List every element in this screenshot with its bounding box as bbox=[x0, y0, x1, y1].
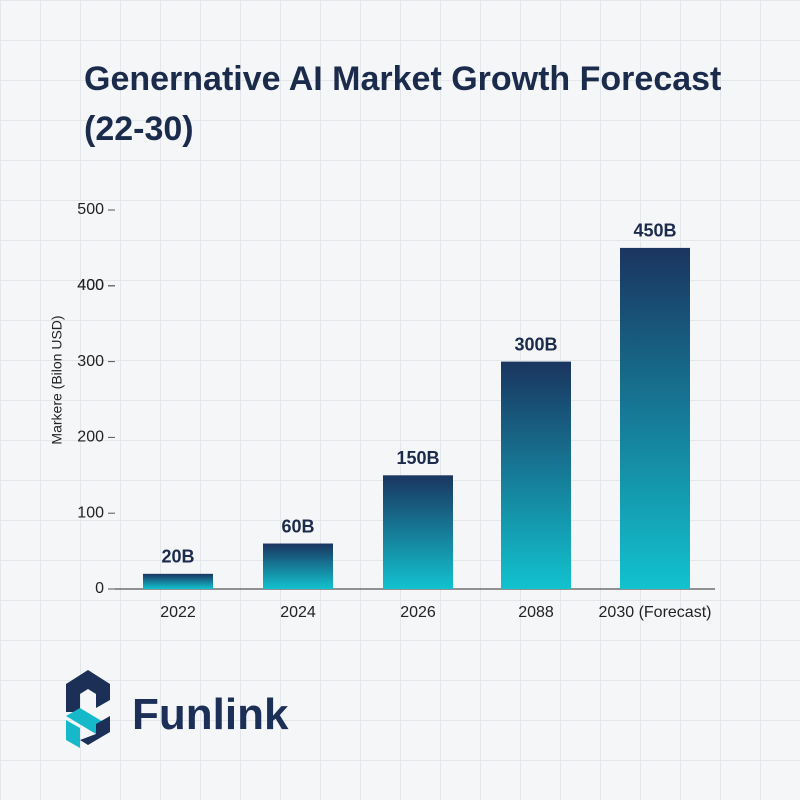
x-tick-label: 2022 bbox=[160, 604, 196, 621]
y-tick-label: 200 bbox=[77, 429, 104, 446]
data-label: 300B bbox=[514, 334, 557, 354]
chart-title: Genernative AI Market Growth Forecast (2… bbox=[84, 60, 722, 148]
y-tick-label: 400 bbox=[77, 277, 104, 294]
logo-icon bbox=[66, 670, 110, 748]
x-tick-label: 2024 bbox=[280, 604, 316, 621]
bar bbox=[383, 475, 453, 589]
x-tick-label: 2088 bbox=[518, 604, 554, 621]
data-label: 60B bbox=[281, 516, 314, 536]
data-label: 20B bbox=[161, 547, 194, 567]
bar bbox=[143, 573, 213, 589]
x-tick-label: 2026 bbox=[400, 604, 436, 621]
y-tick-label: 0 bbox=[95, 580, 104, 597]
bar bbox=[501, 361, 571, 589]
y-tick-label: 100 bbox=[77, 504, 104, 521]
y-tick-label: 300 bbox=[77, 353, 104, 370]
y-tick-label: 400 bbox=[77, 277, 104, 294]
data-label: 150B bbox=[396, 448, 439, 468]
bar bbox=[620, 247, 690, 589]
logo-text: Funlink bbox=[132, 690, 289, 739]
x-tick-label: 2030 (Forecast) bbox=[599, 604, 712, 621]
y-axis-label: Markere (Bilon USD) bbox=[49, 315, 65, 444]
y-tick-label: 500 bbox=[77, 201, 104, 218]
bar bbox=[263, 543, 333, 589]
data-label: 450B bbox=[633, 221, 676, 241]
